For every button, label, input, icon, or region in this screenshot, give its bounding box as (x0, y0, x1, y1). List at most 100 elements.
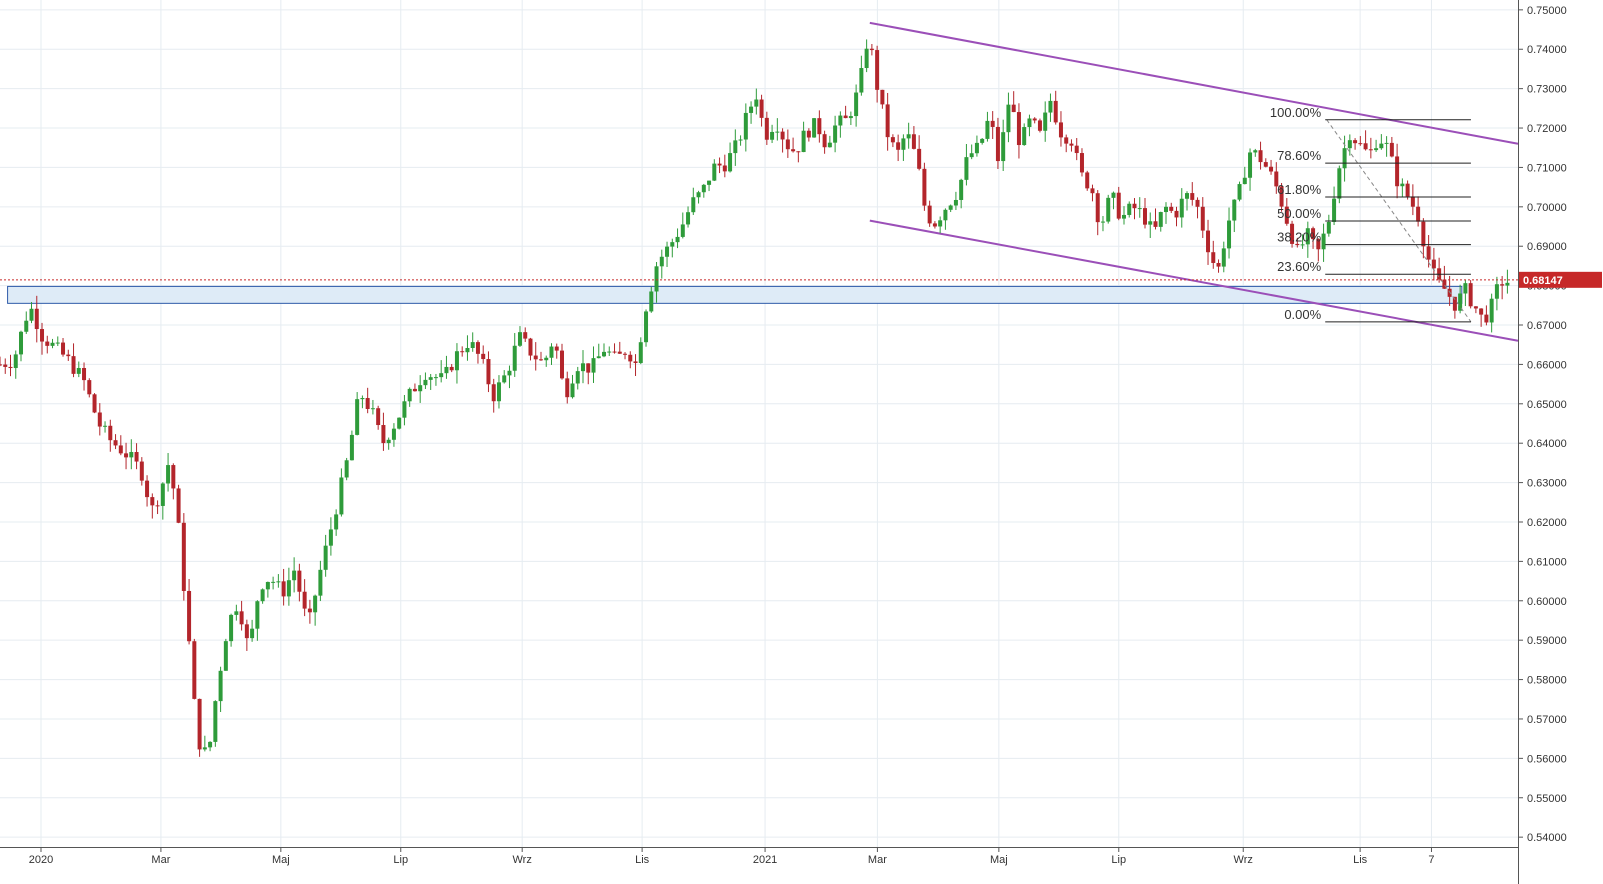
price-axis[interactable]: 0.54000 0.55000 0.56000 0.57000 0.58000 0.590… (1518, 0, 1567, 884)
fib-level-label: 0.00% (1284, 307, 1321, 322)
candle-body (1185, 193, 1190, 199)
candle-body (596, 356, 601, 359)
time-tick-label: 2020 (29, 854, 53, 866)
candle-body (549, 346, 554, 358)
candle-body (255, 601, 260, 629)
candle-body (449, 366, 454, 371)
candle-body (66, 354, 71, 357)
candle-body (202, 747, 207, 750)
candle-body (302, 591, 307, 609)
candle-body (13, 354, 18, 369)
candle-body (92, 394, 97, 413)
candle-body (150, 497, 155, 506)
candle-body (0, 364, 2, 366)
candle-body (187, 590, 192, 642)
candle-body (1300, 244, 1305, 246)
candle-body (97, 412, 102, 427)
candle-body (964, 157, 969, 180)
candle-body (1085, 172, 1090, 189)
candle-body (1421, 221, 1426, 247)
fibonacci-retracement: 100.00% 78.60% 61.80% 50.00% 38.20% 23.60% 0.0… (1270, 105, 1472, 323)
candle-body (938, 220, 943, 227)
candle-body (412, 388, 417, 392)
candle-body (1064, 137, 1069, 144)
candle-body (1410, 196, 1415, 207)
candle-body (770, 131, 775, 140)
candle-body (538, 359, 543, 361)
candle-body (969, 153, 974, 158)
candle-body (391, 428, 396, 440)
candle-body (1221, 248, 1226, 267)
candle-body (890, 137, 895, 143)
time-tick-label: 2021 (753, 854, 777, 866)
candle-body (623, 353, 628, 355)
candle-body (1022, 127, 1027, 146)
candle-body (71, 356, 76, 374)
candle-body (45, 341, 50, 346)
candle-body (250, 628, 255, 639)
candle-body (738, 139, 743, 141)
candle-body (1263, 162, 1268, 167)
candle-body (486, 359, 491, 385)
candle-body (1479, 308, 1484, 315)
candle-body (995, 126, 1000, 162)
candle-body (103, 425, 108, 427)
candle-body (617, 351, 622, 354)
candle-body (1174, 210, 1179, 218)
candle-body (1279, 186, 1284, 207)
candle-body (1011, 104, 1016, 113)
time-axis[interactable]: 2020 Mar Maj Lip Wrz Lis 2021 Mar Maj Lip Wrz Lis 7 (0, 847, 1518, 866)
candle-body (1069, 143, 1074, 146)
current-price-label: 0.68147 (1519, 271, 1602, 288)
candle-body (1195, 199, 1200, 207)
time-tick-label: Lip (1111, 854, 1126, 866)
candle-body (859, 68, 864, 93)
candle-body (602, 351, 607, 357)
fib-level-label: 61.80% (1277, 182, 1322, 197)
candle-body (533, 355, 538, 360)
price-tick-label: 0.62000 (1527, 517, 1567, 529)
candle-body (775, 131, 780, 133)
candle-body (869, 48, 874, 51)
candle-body (1179, 198, 1184, 218)
candle-body (817, 118, 822, 135)
candle-body (265, 581, 270, 590)
candle-body (24, 320, 29, 332)
candle-body (8, 366, 13, 369)
candle-body (581, 363, 586, 372)
candle-body (559, 350, 564, 379)
price-tick-label: 0.75000 (1527, 5, 1567, 17)
candle-body (87, 380, 92, 395)
candle-body (1347, 140, 1352, 149)
candle-body (376, 408, 381, 426)
candle-body (665, 246, 670, 257)
price-channel (869, 21, 1519, 342)
candle-body (407, 388, 412, 402)
candle-body (370, 408, 375, 410)
candle-body (1353, 140, 1358, 144)
fib-level-label: 78.60% (1277, 148, 1322, 163)
candle-body (1384, 142, 1389, 144)
candle-body (1374, 148, 1379, 151)
candle-body (349, 434, 354, 461)
time-tick-label: 7 (1428, 854, 1434, 866)
candle-body (906, 134, 911, 139)
current-price-text: 0.68147 (1523, 275, 1563, 287)
candle-body (439, 373, 444, 378)
price-tick-label: 0.65000 (1527, 399, 1567, 411)
candle-body (1463, 283, 1468, 294)
price-tick-label: 0.69000 (1527, 241, 1567, 253)
price-tick-label: 0.63000 (1527, 478, 1567, 490)
candle-body (1274, 171, 1279, 187)
fib-level-label: 38.20% (1277, 230, 1322, 245)
candle-body (565, 378, 570, 398)
channel-lower-line (869, 219, 1519, 342)
candle-body (1305, 228, 1310, 245)
time-tick-label: Maj (272, 854, 290, 866)
candle-body (428, 377, 433, 380)
candle-body (460, 351, 465, 353)
candle-body (297, 570, 302, 592)
price-tick-label: 0.58000 (1527, 675, 1567, 687)
candle-body (1190, 193, 1195, 200)
